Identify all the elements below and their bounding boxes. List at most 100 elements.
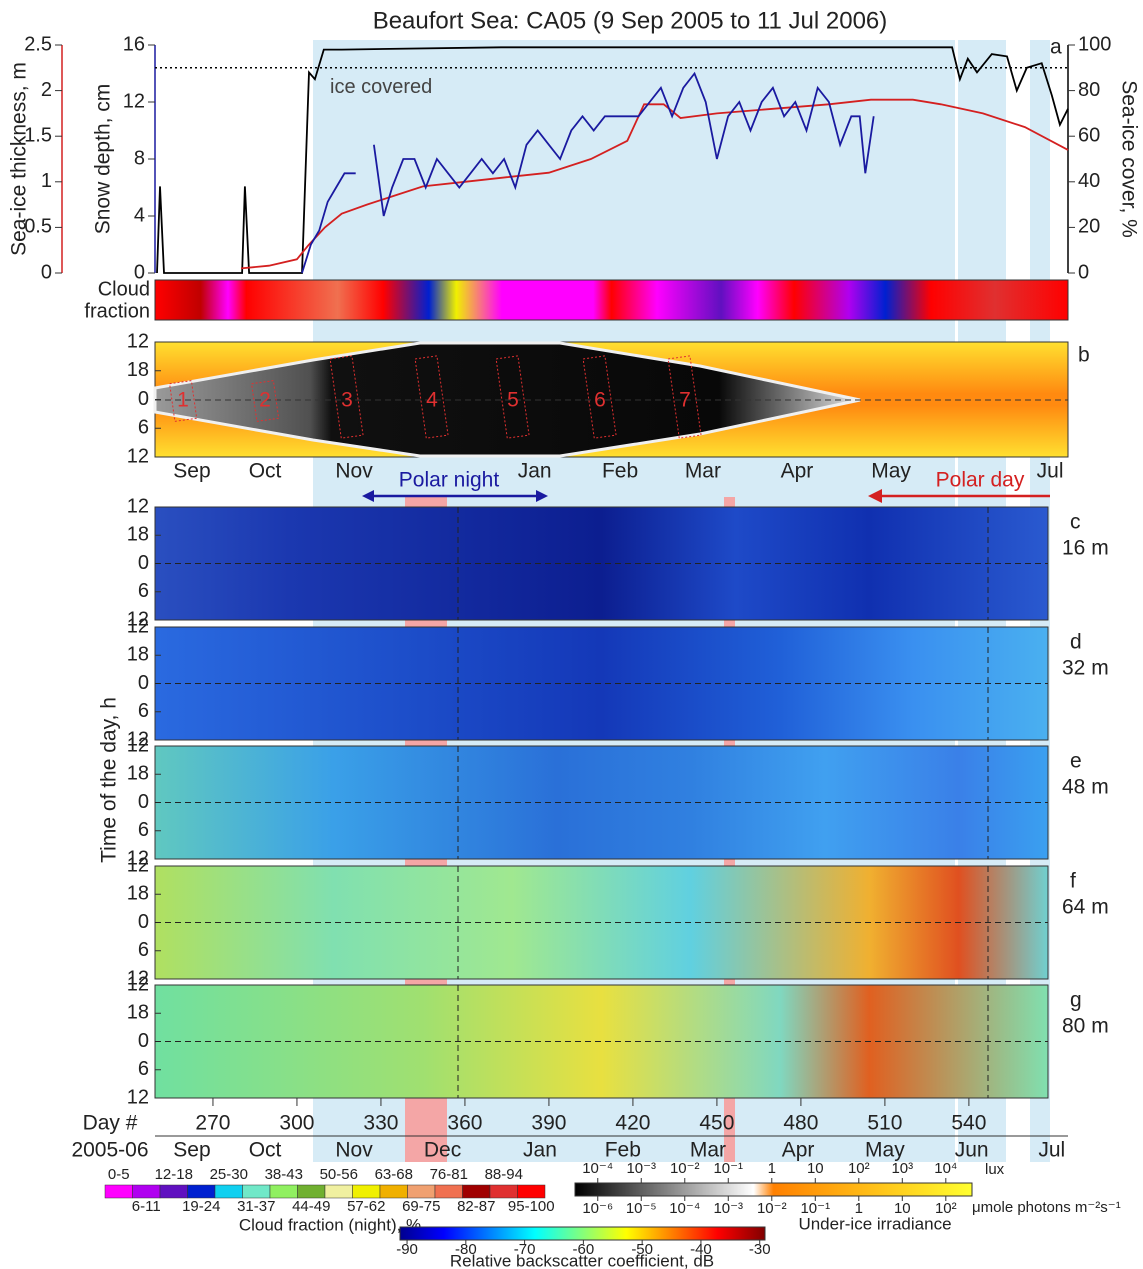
y-tick-label: 0	[138, 911, 149, 933]
x-tick-label: 540	[951, 1112, 986, 1135]
legend-swatch	[269, 1184, 298, 1199]
month-label: Jul	[1037, 460, 1064, 483]
legend-label: 69-75	[402, 1198, 440, 1215]
y-tick-label: 1	[41, 170, 52, 192]
y-tick-label: 18	[127, 763, 149, 785]
cloud-bar-label: fraction	[84, 300, 150, 322]
legend-label: 31-37	[237, 1198, 275, 1215]
colorbar-label: 10⁻⁴	[669, 1200, 700, 1217]
series-line	[240, 98, 1069, 270]
legend-swatch	[379, 1184, 408, 1199]
colorbar-label: 10⁻³	[626, 1160, 656, 1177]
y-tick-label: 6	[138, 1058, 149, 1080]
legend-label: 82-87	[457, 1198, 495, 1215]
colorbar-label: 10⁻⁵	[626, 1200, 657, 1217]
legend-label: 19-24	[182, 1198, 220, 1215]
period-number: 5	[507, 389, 519, 412]
y-tick-label: 60	[1078, 124, 1100, 146]
x-tick-label: 390	[531, 1112, 566, 1135]
y-tick-label: 16	[123, 33, 145, 55]
legend-label: 57-62	[347, 1198, 385, 1215]
y-tick-label: 20	[1078, 216, 1100, 238]
y-tick-label: 18	[127, 883, 149, 905]
colorbar-label: 10⁻³	[713, 1200, 743, 1217]
legend-swatch	[489, 1184, 518, 1199]
y-tick-label: 0	[134, 261, 145, 283]
month-label: Oct	[249, 1139, 282, 1162]
month-label: Jul	[1038, 1139, 1065, 1162]
colorbar-label: -30	[749, 1241, 771, 1258]
series-line	[156, 46, 1069, 274]
colorbar-label: -60	[573, 1241, 595, 1258]
y-tick-label: 0	[41, 261, 52, 283]
y-tick-label: 6	[138, 417, 149, 439]
y-tick-label: 6	[138, 939, 149, 961]
legend-label: 50-56	[320, 1166, 358, 1183]
depth-label: 32 m	[1062, 657, 1109, 680]
x-tick-label: 360	[447, 1112, 482, 1135]
x-tick-label: 300	[279, 1112, 314, 1135]
month-label: Sep	[173, 1139, 210, 1162]
threshold-label: ice covered	[330, 76, 432, 98]
month-label: Mar	[690, 1139, 726, 1162]
x-tick-label: 270	[195, 1112, 230, 1135]
colorbar-label: -40	[690, 1241, 712, 1258]
colorbar-label: 10⁻¹	[800, 1200, 830, 1217]
y-tick-label: 12	[127, 967, 149, 989]
y-tick-label: 2	[41, 79, 52, 101]
y-tick-label: 0	[138, 791, 149, 813]
y-tick-label: 80	[1078, 79, 1100, 101]
y-tick-label: 12	[127, 495, 149, 517]
legend-label: 44-49	[292, 1198, 330, 1215]
legend-label: 12-18	[155, 1166, 193, 1183]
y-tick-label: 12	[123, 90, 145, 112]
y-tick-label: 12	[127, 330, 149, 352]
legend-label: 76-81	[430, 1166, 468, 1183]
depth-label: 48 m	[1062, 776, 1109, 799]
period-number: 2	[259, 389, 271, 412]
panel-letter: b	[1078, 344, 1090, 367]
colorbar-label: -80	[455, 1241, 477, 1258]
colorbar-label: 10⁻²	[757, 1200, 787, 1217]
month-label: Oct	[249, 460, 282, 483]
legend-swatch	[462, 1184, 491, 1199]
month-label: Apr	[782, 1139, 815, 1162]
irradiance-map	[153, 341, 1069, 458]
chart-title: Beaufort Sea: CA05 (9 Sep 2005 to 11 Jul…	[373, 7, 888, 34]
series-line	[301, 71, 875, 274]
y-tick-label: 1.5	[24, 124, 52, 146]
legend-title: Cloud fraction (night), %	[239, 1215, 421, 1234]
period-box	[169, 380, 198, 422]
panel-letter: g	[1070, 989, 1082, 1012]
month-label: Nov	[335, 1139, 373, 1162]
backscatter-maps	[154, 506, 1049, 1099]
colorbar-label: 10⁴	[934, 1160, 957, 1177]
y-tick-label: 18	[127, 359, 149, 381]
legend-swatch	[104, 1184, 133, 1199]
period-number: 7	[679, 389, 691, 412]
period-box	[582, 355, 617, 439]
panel-letter: d	[1070, 631, 1082, 654]
y-tick-label: 0	[138, 552, 149, 574]
polar-day-label: Polar day	[936, 469, 1025, 492]
legend-title: Relative backscatter coefficient, dB	[450, 1251, 714, 1269]
legend-swatch	[242, 1184, 271, 1199]
legend-swatch	[352, 1184, 381, 1199]
panel-letter: e	[1070, 750, 1082, 773]
period-number: 4	[426, 389, 438, 412]
legend-swatch	[434, 1184, 463, 1199]
month-label: Apr	[781, 460, 814, 483]
legend-label: 38-43	[265, 1166, 303, 1183]
y-axis-label: Snow depth, cm	[92, 84, 115, 235]
period-box	[251, 380, 280, 422]
y-tick-label: 6	[138, 580, 149, 602]
colorbar-label: 10	[807, 1160, 824, 1177]
colorbar-label: 10⁻⁶	[582, 1200, 613, 1217]
y-tick-label: 100	[1078, 33, 1111, 55]
month-label: Mar	[685, 460, 721, 483]
y-tick-label: 18	[127, 1002, 149, 1024]
legend-swatch	[407, 1184, 436, 1199]
x-tick-label: 450	[699, 1112, 734, 1135]
period-box	[667, 355, 702, 439]
legend-label: 6-11	[132, 1198, 161, 1215]
